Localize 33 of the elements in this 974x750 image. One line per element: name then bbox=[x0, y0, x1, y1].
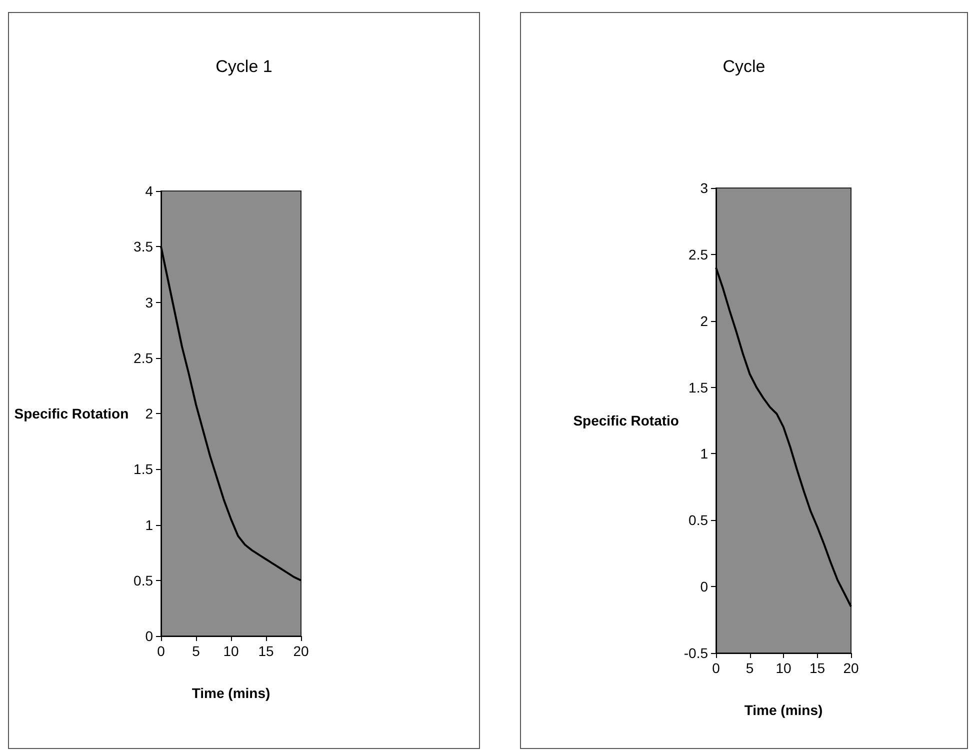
x-tick-label: 15 bbox=[809, 660, 826, 676]
y-tick-label: 1.5 bbox=[688, 379, 708, 396]
y-tick-label: 1 bbox=[145, 516, 154, 533]
y-tick-label: 0 bbox=[700, 578, 708, 595]
x-tick-label: 0 bbox=[157, 643, 166, 659]
x-tick-label: 20 bbox=[843, 660, 859, 676]
x-tick-label: 0 bbox=[712, 660, 720, 676]
x-tick-label: 5 bbox=[192, 643, 200, 659]
y-tick-label: 2 bbox=[700, 312, 708, 329]
y-tick-label: 2.5 bbox=[134, 350, 154, 366]
x-tick-label: 10 bbox=[223, 643, 239, 659]
chart-title: Cycle 1 bbox=[216, 57, 272, 76]
y-tick-label: 3.5 bbox=[134, 238, 154, 255]
x-tick-label: 15 bbox=[258, 643, 274, 659]
y-tick-label: 0.5 bbox=[688, 512, 708, 528]
y-tick-label: 0 bbox=[145, 628, 154, 644]
x-axis-title: Time (mins) bbox=[192, 685, 270, 701]
y-tick-label: 0.5 bbox=[134, 572, 154, 588]
x-tick-label: 5 bbox=[746, 660, 754, 676]
x-tick-label: 10 bbox=[776, 660, 792, 676]
y-tick-label: 1 bbox=[700, 446, 708, 462]
y-axis-title: Specific Rotatio bbox=[573, 412, 679, 428]
y-tick-label: 4 bbox=[145, 183, 154, 199]
x-axis-title: Time (mins) bbox=[744, 702, 823, 718]
y-tick-label: 1.5 bbox=[134, 461, 154, 478]
y-tick-label: 3 bbox=[145, 294, 154, 310]
chart-title: Cycle bbox=[722, 57, 766, 76]
y-axis-title: Specific Rotation bbox=[14, 406, 129, 422]
y-tick-label: -0.5 bbox=[684, 645, 708, 661]
y-tick-label: 3 bbox=[700, 180, 708, 196]
x-tick-label: 20 bbox=[293, 643, 309, 659]
y-tick-label: 2.5 bbox=[688, 246, 708, 262]
y-tick-label: 2 bbox=[145, 406, 154, 422]
